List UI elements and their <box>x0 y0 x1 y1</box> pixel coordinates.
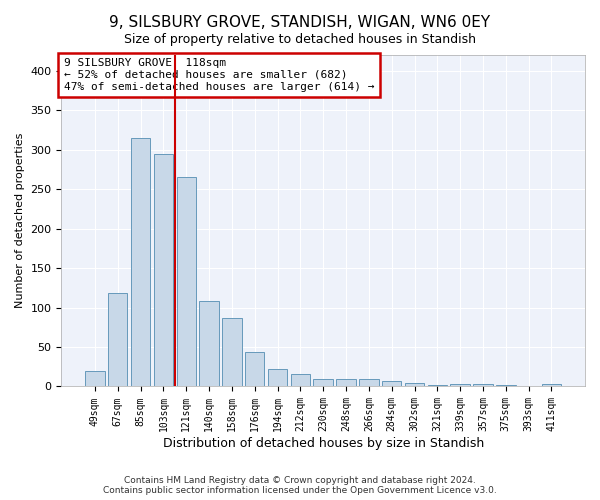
Bar <box>382 381 401 386</box>
Bar <box>154 154 173 386</box>
Bar <box>222 318 242 386</box>
Bar <box>245 352 265 386</box>
Bar <box>85 370 104 386</box>
Text: Contains HM Land Registry data © Crown copyright and database right 2024.
Contai: Contains HM Land Registry data © Crown c… <box>103 476 497 495</box>
Bar <box>290 374 310 386</box>
Text: 9, SILSBURY GROVE, STANDISH, WIGAN, WN6 0EY: 9, SILSBURY GROVE, STANDISH, WIGAN, WN6 … <box>109 15 491 30</box>
X-axis label: Distribution of detached houses by size in Standish: Distribution of detached houses by size … <box>163 437 484 450</box>
Bar <box>542 384 561 386</box>
Bar <box>337 380 356 386</box>
Bar <box>268 369 287 386</box>
Bar <box>405 384 424 386</box>
Bar <box>199 301 219 386</box>
Bar <box>473 384 493 386</box>
Bar <box>313 378 333 386</box>
Text: 9 SILSBURY GROVE: 118sqm
← 52% of detached houses are smaller (682)
47% of semi-: 9 SILSBURY GROVE: 118sqm ← 52% of detach… <box>64 58 374 92</box>
Bar <box>428 385 447 386</box>
Bar <box>108 294 127 386</box>
Bar <box>451 384 470 386</box>
Bar <box>496 385 515 386</box>
Text: Size of property relative to detached houses in Standish: Size of property relative to detached ho… <box>124 32 476 46</box>
Bar <box>176 178 196 386</box>
Bar <box>359 380 379 386</box>
Bar <box>131 138 150 386</box>
Y-axis label: Number of detached properties: Number of detached properties <box>15 133 25 308</box>
